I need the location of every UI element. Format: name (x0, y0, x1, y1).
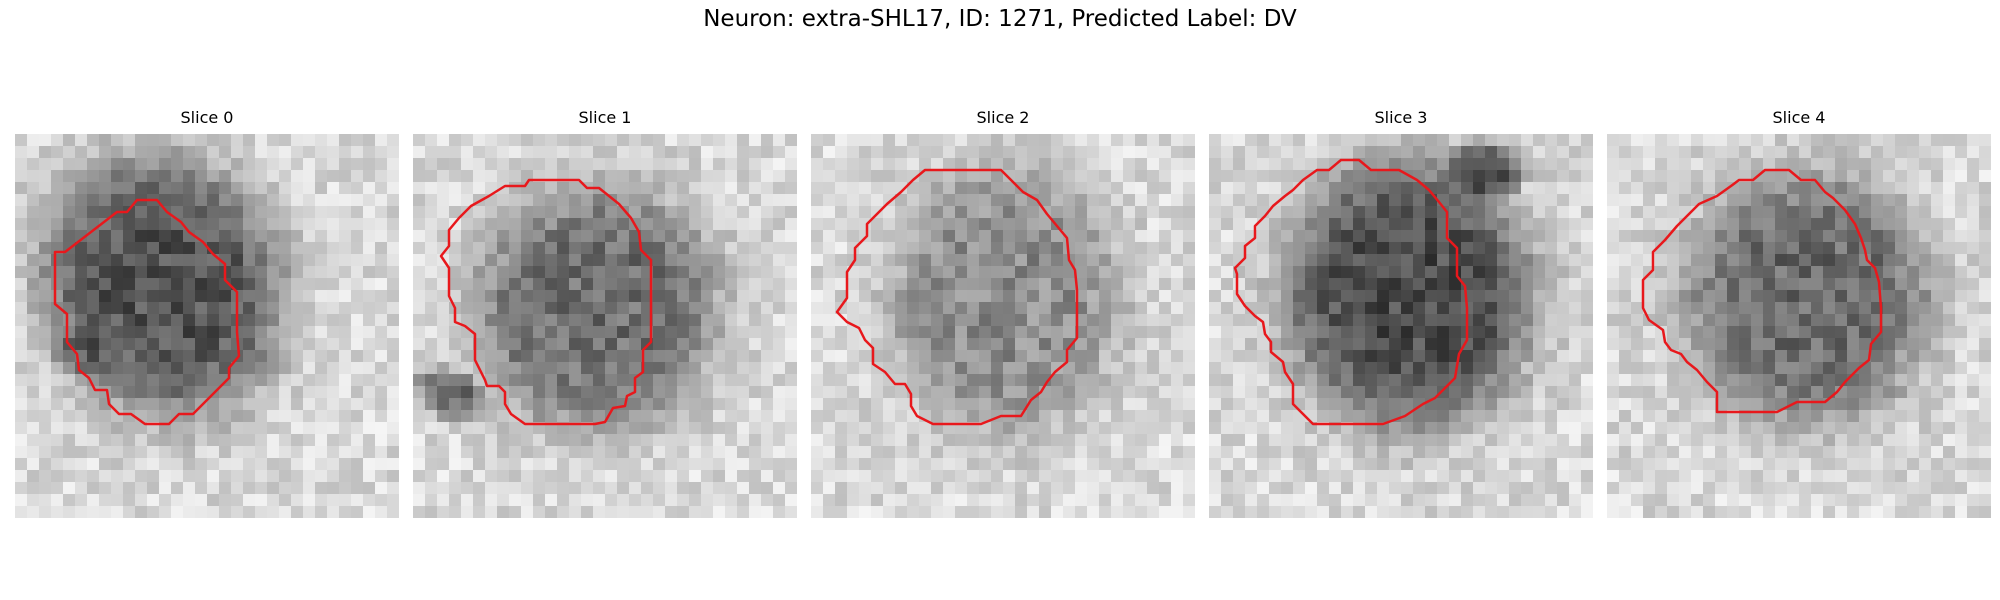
contour-overlay (835, 168, 1079, 426)
slice-title-1: Slice 1 (578, 108, 632, 127)
slice-title-3: Slice 3 (1374, 108, 1428, 127)
microscopy-image (1209, 134, 1593, 518)
microscopy-image (15, 134, 399, 518)
contour-overlay (1233, 158, 1469, 426)
slice-image-4 (1607, 134, 1991, 518)
slice-title-0: Slice 0 (180, 108, 234, 127)
slice-panel-3: Slice 3 (1209, 0, 1593, 520)
microscopy-image (413, 134, 797, 518)
slice-panel-2: Slice 2 (811, 0, 1195, 520)
figure-title: Neuron: extra-SHL17, ID: 1271, Predicted… (703, 6, 1297, 32)
slice-image-2 (811, 134, 1195, 518)
slice-panel-1: Slice 1 (413, 0, 797, 520)
slice-image-3 (1209, 134, 1593, 518)
neuron-contour (53, 198, 241, 426)
slice-image-0 (15, 134, 399, 518)
neuron-contour (439, 178, 653, 426)
slice-title-4: Slice 4 (1772, 108, 1826, 127)
slice-panel-4: Slice 4 (1607, 0, 1991, 520)
contour-overlay (439, 178, 653, 426)
slice-title-2: Slice 2 (976, 108, 1030, 127)
slice-panel-0: Slice 0 (15, 0, 399, 520)
contour-overlay (53, 198, 241, 426)
neuron-contour (1233, 158, 1469, 426)
neuron-contour (835, 168, 1079, 426)
contour-overlay (1641, 168, 1883, 414)
slice-image-1 (413, 134, 797, 518)
microscopy-image (1607, 134, 1991, 518)
microscopy-image (811, 134, 1195, 518)
neuron-contour (1641, 168, 1883, 414)
